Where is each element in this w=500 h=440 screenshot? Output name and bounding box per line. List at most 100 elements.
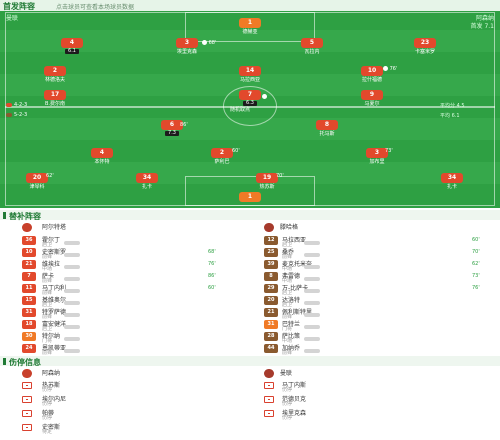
rating-bar [64, 349, 80, 353]
pitch-player[interactable]: 5 瓦拉内 [295, 38, 329, 55]
player-name: 本怀特 [94, 159, 110, 165]
injury-status: 伤停 [42, 415, 53, 421]
player-number: 14 [239, 66, 261, 76]
away-sub-row[interactable]: 12 马拉西亚 后卫 60' [250, 235, 500, 248]
sub-position: 前锋 [42, 290, 53, 296]
pitch-player[interactable]: 19 热苏斯 [250, 173, 284, 190]
sub-name: 特罗萨德 [42, 309, 67, 316]
sub-position: 前锋 [42, 314, 53, 320]
pitch-player[interactable]: 4 本怀特 [85, 148, 119, 165]
event-marker: 68' [202, 40, 216, 46]
sub-name: 麦克托米奈 [282, 261, 313, 268]
home-sub-row[interactable]: 21 维埃拉 中场 76' [0, 259, 250, 272]
away-sub-row[interactable]: 20 达洛特 后卫 [250, 295, 500, 308]
away-sub-row[interactable]: 8 弗雷德 中场 73' [250, 271, 500, 284]
sub-minute: 73' [472, 273, 480, 279]
away-sub-row[interactable]: 25 桑乔 前锋 70' [250, 247, 500, 260]
pitch-player[interactable]: 4 6.1 [55, 38, 89, 54]
event-minute: 73' [385, 148, 393, 154]
home-sub-row[interactable]: 7 萨卡 前锋 86' [0, 271, 250, 284]
sub-position: 前锋 [42, 350, 53, 356]
section-bar [3, 358, 6, 365]
away-sub-row[interactable]: 44 加纳乔 前锋 [250, 343, 500, 356]
home-sub-row[interactable]: 36 霍尔丁 后卫 [0, 235, 250, 248]
sub-name: 佩利斯特里 [282, 309, 313, 316]
pitch-player[interactable]: 1 德赫亚 [233, 18, 267, 35]
sub-minute: 68' [208, 249, 216, 255]
sub-position: 前锋 [42, 254, 53, 260]
away-injury-row[interactable]: 马丁内斯 伤停 [250, 380, 500, 393]
pitch-player[interactable]: 8 托马斯 [310, 120, 344, 137]
player-number: 20 [26, 173, 48, 183]
pitch-player[interactable]: 20 津琴科 [20, 173, 54, 190]
player-name: 埃里克森 [176, 49, 197, 55]
pitch-player[interactable]: 14 马拉西亚 [233, 66, 267, 83]
pitch-player[interactable]: 34 扎卡 [435, 173, 469, 190]
home-color-dot [6, 102, 12, 107]
pitch-player[interactable]: 1 [233, 192, 267, 202]
away-sub-row[interactable]: 29 万-比萨卡 后卫 76' [250, 283, 500, 296]
player-number: 10 [361, 66, 383, 76]
home-sub-row[interactable]: 30 特尔纳 门将 [0, 331, 250, 344]
sub-number: 7 [22, 272, 36, 281]
pitch-player[interactable]: 7 6.3 [233, 90, 267, 106]
rating-bar [64, 265, 80, 269]
pitch-team-right: 阿森纳 [475, 15, 494, 22]
pitch-player[interactable]: 34 扎卡 [130, 173, 164, 190]
home-sub-row[interactable]: 24 恩凯蒂亚 前锋 [0, 343, 250, 356]
event-marker: 62' [46, 173, 54, 179]
team-name: 阿森纳 [42, 370, 61, 377]
penalty-box-top [185, 12, 315, 42]
sub-number: 39 [264, 260, 278, 269]
home-sub-row[interactable]: 31 特罗萨德 前锋 [0, 307, 250, 320]
home-sub-row[interactable]: 11 马丁内利 前锋 60' [0, 283, 250, 296]
injury-status: 伤停 [282, 387, 293, 393]
player-number: 23 [414, 38, 436, 48]
player-name: 德赫亚 [242, 29, 258, 35]
sub-name: 史密斯罗 [42, 249, 67, 256]
away-sub-row[interactable]: 39 麦克托米奈 中场 62' [250, 259, 500, 272]
pitch-stripe [0, 118, 500, 140]
injury-section-title: 伤停信息 [9, 358, 41, 367]
rating-bar [304, 325, 320, 329]
home-injury-row[interactable]: 帕蒂 伤停 [0, 408, 250, 421]
pitch-player[interactable]: 3 埃里克森 [170, 38, 204, 55]
sub-minute: 62' [472, 261, 480, 267]
event-marker: 76' [383, 66, 397, 72]
pitch-player[interactable]: 17 B.费尔南 [38, 90, 72, 107]
sub-name: 万-比萨卡 [282, 285, 309, 292]
team-crest-icon [264, 369, 274, 378]
injury-icon [22, 396, 32, 403]
home-sub-row[interactable]: 15 基维奥尔 后卫 [0, 295, 250, 308]
sub-number: 21 [264, 308, 278, 317]
away-sub-row[interactable]: 28 萨比策 中场 [250, 331, 500, 344]
sub-minute: 70' [472, 249, 480, 255]
player-rating: 6.3 [243, 101, 257, 106]
home-injury-row[interactable]: 史密斯 待定 [0, 422, 250, 435]
away-injury-row[interactable]: 埃里克森 伤停 [250, 408, 500, 421]
sub-number: 36 [22, 236, 36, 245]
home-sub-row[interactable]: 18 富安健洋 后卫 [0, 319, 250, 332]
player-name: B.费尔南 [44, 101, 66, 107]
pitch-player[interactable]: 6 7.3 [155, 120, 189, 136]
injury-name: 马丁内斯 [282, 382, 307, 389]
injury-icon [264, 382, 274, 389]
pitch-player[interactable]: 2 萨利巴 [205, 148, 239, 165]
subs-section-header: 替补阵容 [0, 210, 500, 221]
section-bar [3, 212, 6, 219]
pitch-player[interactable]: 2 林德洛夫 [38, 66, 72, 83]
ball-icon [202, 40, 207, 45]
away-sub-row[interactable]: 31 巴特兰 门将 [250, 319, 500, 332]
pitch-player[interactable]: 23 卡塞米罗 [408, 38, 442, 55]
sub-number: 29 [264, 284, 278, 293]
pitch: 首发阵容 点击球员可查看本场球员数据 曼联 阿森纳 首发 7.1 4-2-3 5… [0, 0, 500, 208]
home-injury-row[interactable]: 埃尔内尼 伤停 [0, 394, 250, 407]
event-marker [262, 94, 267, 100]
pitch-player[interactable]: 9 马夏尔 [355, 90, 389, 107]
home-injury-row[interactable]: 热苏斯 伤停 [0, 380, 250, 393]
away-injury-row[interactable]: 范德贝克 伤停 [250, 394, 500, 407]
home-sub-row[interactable]: 10 史密斯罗 前锋 68' [0, 247, 250, 260]
pitch-player[interactable]: 10 拉什福德 [355, 66, 389, 83]
away-sub-row[interactable]: 21 佩利斯特里 前锋 [250, 307, 500, 320]
pitch-player[interactable]: 3 加布里 [360, 148, 394, 165]
